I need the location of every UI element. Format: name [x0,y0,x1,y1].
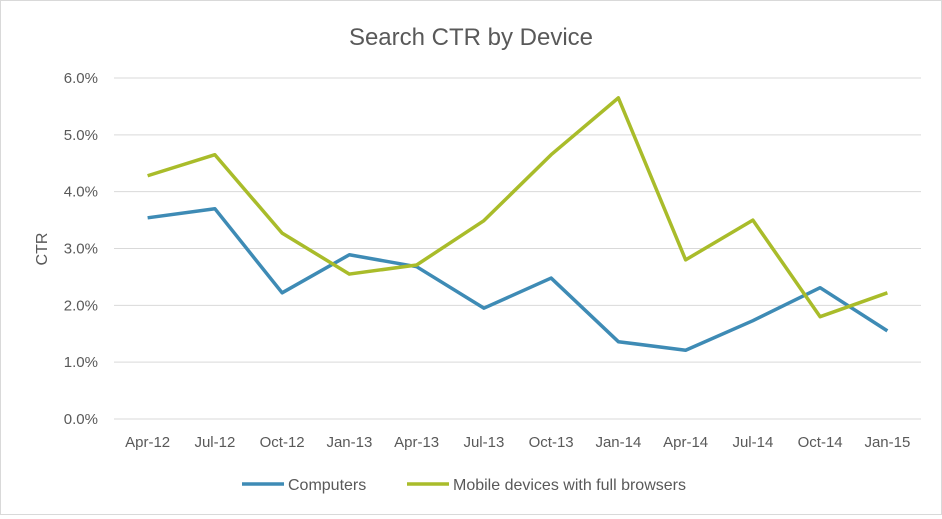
y-tick-label: 0.0% [64,411,98,428]
x-tick-label: Jul-12 [194,434,235,451]
x-tick-label: Apr-12 [125,434,170,451]
legend-label: Mobile devices with full browsers [453,477,686,494]
y-axis-label: CTR [34,233,51,266]
y-tick-label: 2.0% [64,297,98,314]
x-tick-label: Jan-15 [864,434,910,451]
x-tick-label: Jan-14 [595,434,641,451]
x-tick-label: Oct-14 [798,434,843,451]
x-tick-label: Jul-13 [463,434,504,451]
y-tick-label: 3.0% [64,241,98,258]
x-tick-label: Oct-12 [260,434,305,451]
chart-title: Search CTR by Device [349,24,593,51]
x-tick-label: Apr-14 [663,434,708,451]
y-tick-label: 4.0% [64,184,98,201]
y-tick-label: 6.0% [64,70,98,87]
series-line-mobile [148,98,888,317]
y-tick-label: 5.0% [64,127,98,144]
y-tick-label: 1.0% [64,354,98,371]
x-tick-label: Oct-13 [529,434,574,451]
series-line-computers [148,209,888,351]
legend-label: Computers [288,477,366,494]
legend-item: Computers [242,477,366,494]
x-tick-label: Apr-13 [394,434,439,451]
x-tick-label: Jan-13 [326,434,372,451]
x-tick-label: Jul-14 [732,434,773,451]
legend-item: Mobile devices with full browsers [407,477,686,494]
